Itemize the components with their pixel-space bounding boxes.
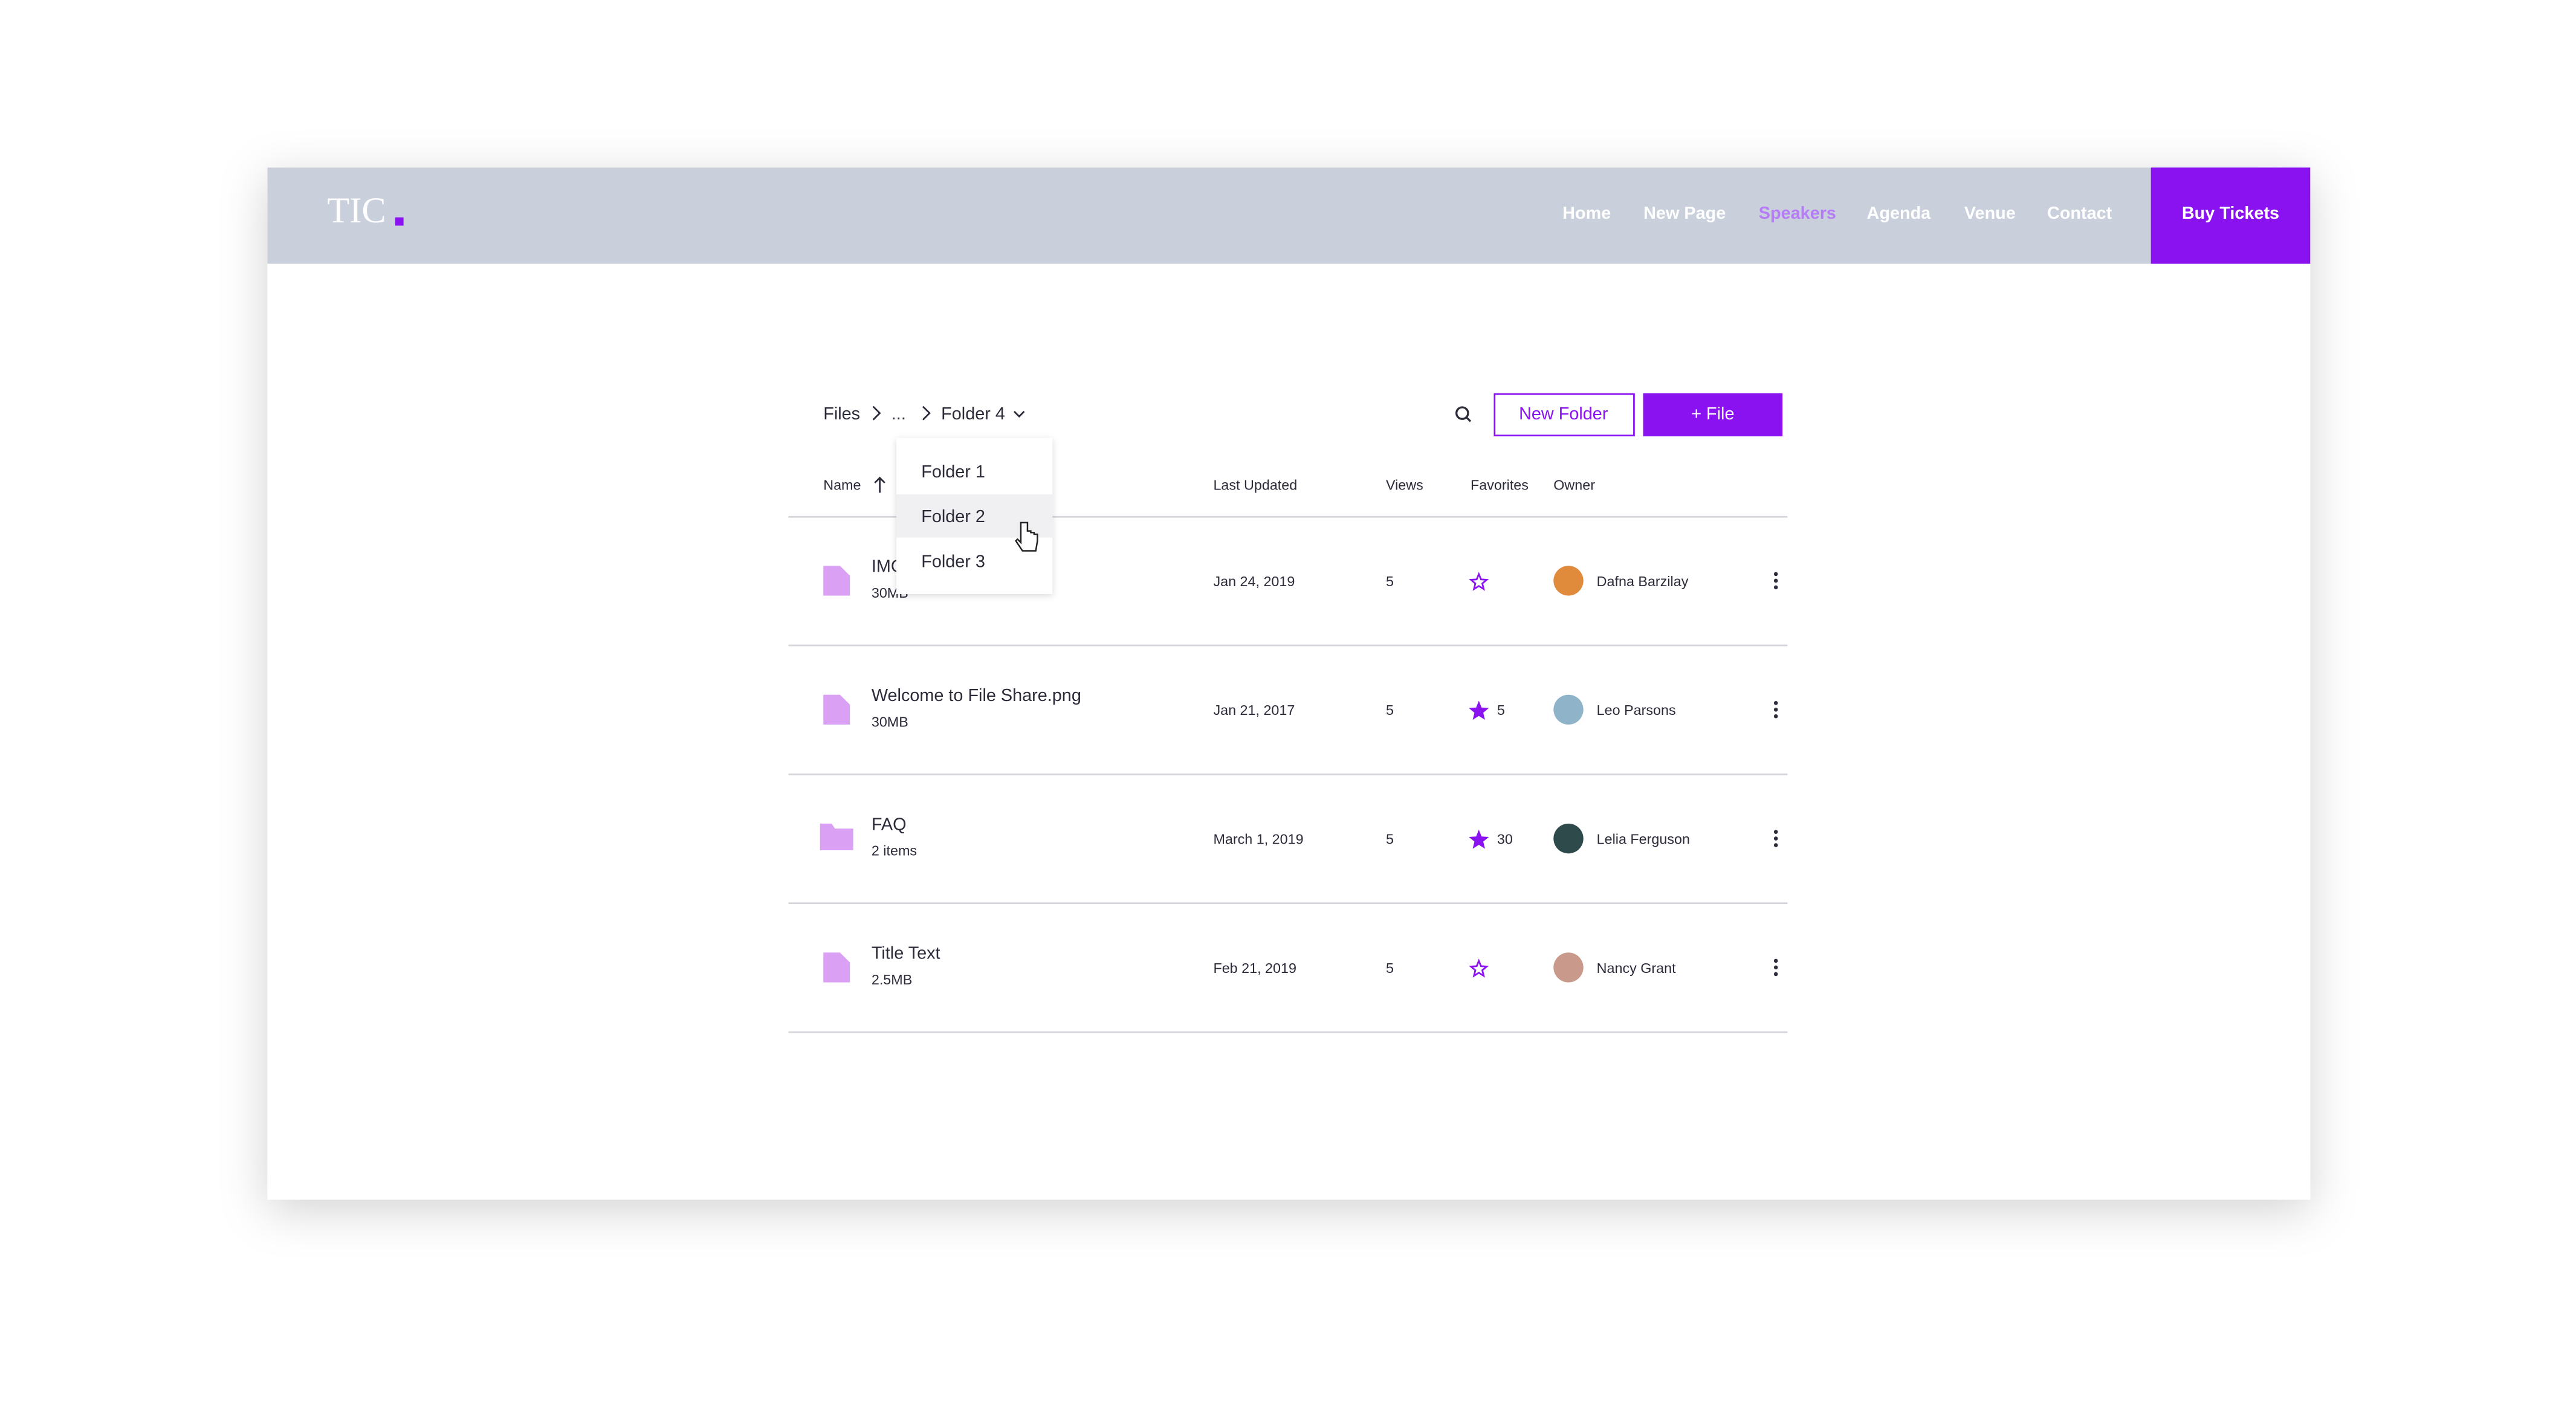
menu-dot[interactable] — [1773, 830, 1778, 834]
updated: Jan 21, 2017 — [1213, 702, 1295, 718]
menu-dot[interactable] — [1773, 578, 1778, 583]
folder-icon — [820, 823, 853, 850]
menu-dot[interactable] — [1773, 958, 1778, 963]
views: 5 — [1386, 573, 1394, 589]
logo[interactable]: TIC — [327, 190, 386, 231]
crumb-sep — [922, 405, 931, 421]
nav-link[interactable]: Speakers — [1759, 204, 1836, 223]
search[interactable] — [1455, 406, 1472, 422]
favorite-star[interactable] — [1469, 700, 1489, 720]
menu-dot[interactable] — [1773, 843, 1778, 847]
nav-link[interactable]: Home — [1562, 204, 1611, 223]
menu-dot[interactable] — [1773, 836, 1778, 841]
buy-label[interactable]: Buy Tickets — [2182, 204, 2279, 223]
dropdown-item[interactable]: Folder 3 — [921, 552, 985, 571]
menu-dot[interactable] — [1773, 701, 1778, 705]
views: 5 — [1386, 832, 1394, 847]
nav-link[interactable]: New Page — [1643, 204, 1726, 223]
favorite-star[interactable] — [1469, 829, 1489, 849]
nav-link[interactable]: Contact — [2047, 204, 2112, 223]
new-folder-button[interactable] — [1493, 393, 1635, 437]
card — [267, 167, 2311, 1200]
owner: Lelia Ferguson — [1597, 832, 1690, 847]
views: 5 — [1386, 702, 1394, 718]
file-meta: 30MB — [872, 714, 908, 729]
avatar — [1553, 823, 1584, 854]
favorite-count: 30 — [1497, 832, 1513, 847]
updated: Feb 21, 2019 — [1213, 960, 1296, 976]
col-header: Last Updated — [1213, 477, 1297, 493]
col-header: Favorites — [1471, 477, 1529, 493]
col-header: Owner — [1553, 477, 1595, 493]
file-name[interactable]: Title Text — [872, 944, 940, 963]
crumb[interactable]: Folder 4 — [941, 404, 1005, 424]
file-icon — [823, 566, 850, 596]
updated: Jan 24, 2019 — [1213, 573, 1295, 589]
crumb[interactable]: ... — [892, 404, 906, 424]
logo-dot — [395, 217, 404, 226]
file-icon — [823, 694, 850, 725]
crumb-sep — [872, 405, 881, 421]
col-header: Views — [1386, 477, 1423, 493]
owner: Nancy Grant — [1597, 960, 1676, 976]
new-folder-label[interactable]: New Folder — [1519, 404, 1608, 424]
menu-dot[interactable] — [1773, 972, 1778, 977]
menu-dot[interactable] — [1773, 572, 1778, 577]
owner: Leo Parsons — [1597, 702, 1676, 718]
menu-dot[interactable] — [1773, 714, 1778, 719]
dropdown-item[interactable]: Folder 2 — [921, 507, 985, 526]
avatar — [1553, 694, 1584, 725]
views: 5 — [1386, 960, 1394, 976]
chevron — [1014, 410, 1025, 418]
file-icon — [823, 952, 850, 983]
avatar — [1553, 566, 1584, 596]
crumb[interactable]: Files — [823, 404, 860, 424]
menu-dot[interactable] — [1773, 585, 1778, 590]
add-file-label[interactable]: + File — [1691, 404, 1734, 424]
nav-link[interactable]: Venue — [1964, 204, 2016, 223]
menu-dot[interactable] — [1773, 965, 1778, 970]
col-header[interactable]: Name — [823, 477, 861, 493]
menu-dot[interactable] — [1773, 707, 1778, 712]
updated: March 1, 2019 — [1213, 832, 1303, 847]
sort-arrow — [874, 476, 885, 493]
dropdown-item[interactable]: Folder 1 — [921, 462, 985, 482]
file-meta: 2.5MB — [872, 972, 912, 987]
add-file-button[interactable] — [1643, 393, 1783, 437]
owner: Dafna Barzilay — [1597, 573, 1689, 589]
file-name[interactable]: FAQ — [872, 815, 907, 834]
buy-button[interactable] — [2150, 167, 2311, 264]
nav-link[interactable]: Agenda — [1867, 204, 1932, 223]
cursor — [1015, 522, 1038, 552]
header-bar — [267, 167, 2311, 264]
favorite-star[interactable] — [1469, 572, 1489, 591]
avatar — [1553, 952, 1584, 983]
favorite-count: 5 — [1497, 702, 1505, 718]
favorite-star[interactable] — [1469, 958, 1489, 978]
file-name[interactable]: Welcome to File Share.png — [872, 686, 1081, 705]
file-meta: 2 items — [872, 843, 917, 859]
